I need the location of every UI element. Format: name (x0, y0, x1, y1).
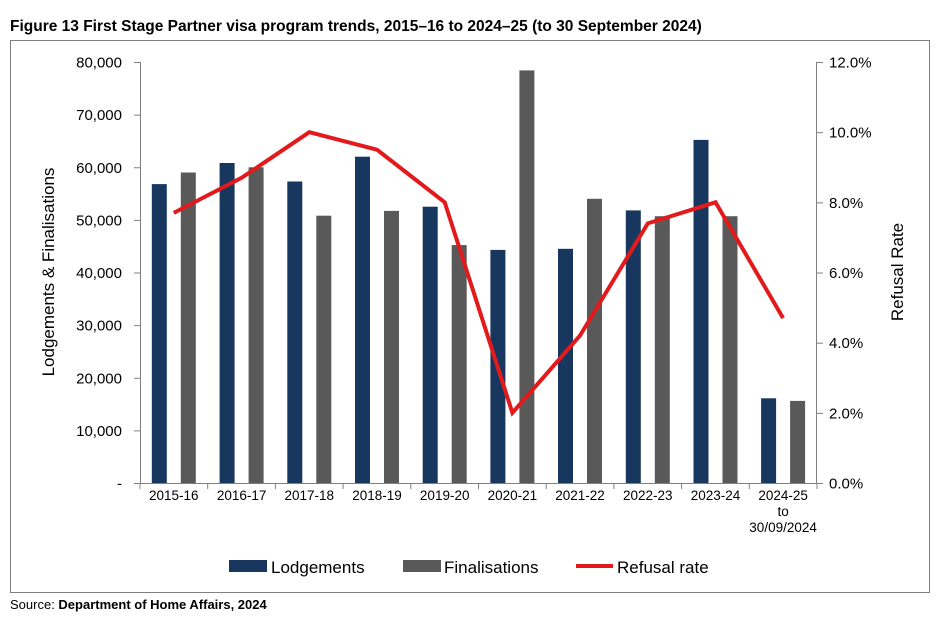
y2-tick-label-0: 0.0% (829, 476, 863, 493)
y2-axis-label: Refusal Rate (888, 223, 907, 321)
bar-finalisations-3 (384, 210, 399, 483)
bar-finalisations-5 (519, 70, 535, 484)
y2-tick-label-4: 8.0% (829, 195, 863, 212)
legend-label-lodgements: Lodgements (271, 558, 365, 577)
bar-finalisations-7 (654, 216, 670, 483)
x-tick-label-line: 2020-21 (488, 488, 538, 503)
x-tick-label-5: 2020-21 (488, 488, 538, 503)
x-tick-label-line: 2024-25 (758, 488, 808, 503)
bar-lodgements-1 (219, 163, 235, 483)
legend: Lodgements Finalisations Refusal rate (229, 558, 709, 577)
x-tick-label-9: 2024-25 to 30/09/2024 (749, 488, 817, 535)
x-tick-label-1: 2016-17 (217, 488, 267, 503)
x-tick-label-line: 2017-18 (285, 488, 335, 503)
bar-lodgements-4 (422, 206, 438, 483)
y-tick-label-0: - (117, 476, 122, 493)
y-tick-label-5: 50,000 (76, 212, 122, 229)
y-tick-label-3: 30,000 (76, 318, 122, 335)
bar-lodgements-9 (761, 398, 777, 483)
y-tick-label-4: 40,000 (76, 265, 122, 282)
y-tick-label-2: 20,000 (76, 370, 122, 387)
y2-tick-label-5: 10.0% (829, 125, 872, 142)
source-note: Source: Department of Home Affairs, 2024 (10, 597, 267, 612)
x-tick-label-line: 2023-24 (691, 488, 741, 503)
source-name: Department of Home Affairs, 2024 (58, 597, 267, 612)
bar-finalisations-6 (587, 198, 602, 484)
bar-finalisations-2 (316, 215, 332, 483)
y-tick-label-1: 10,000 (76, 423, 122, 440)
right-axis-ticks: 0.0% 2.0% 4.0% 6.0% 8.0% 10.0% 12.0% (817, 55, 872, 493)
y-tick-label-8: 80,000 (76, 55, 122, 72)
bars-group (151, 70, 806, 484)
legend-swatch-lodgements (229, 560, 267, 572)
x-tick-label-3: 2018-19 (352, 488, 402, 503)
x-tick-label-8: 2023-24 (691, 488, 741, 503)
x-tick-label-6: 2021-22 (555, 488, 605, 503)
bar-lodgements-0 (151, 184, 167, 483)
refusal-rate-line (172, 130, 785, 417)
bar-finalisations-0 (180, 172, 196, 483)
y-tick-label-7: 70,000 (76, 107, 122, 124)
bar-lodgements-3 (355, 156, 370, 483)
x-tick-label-line: 2016-17 (217, 488, 267, 503)
x-tick-label-2: 2017-18 (285, 488, 335, 503)
legend-label-refusal-rate: Refusal rate (617, 558, 709, 577)
x-tick-label-line: 2021-22 (555, 488, 605, 503)
bar-lodgements-8 (693, 139, 709, 483)
x-tick-label-line: 2015-16 (149, 488, 199, 503)
x-tick-label-line: 2019-20 (420, 488, 470, 503)
x-tick-label-line: 30/09/2024 (749, 520, 817, 535)
x-tick-label-0: 2015-16 (149, 488, 199, 503)
chart-frame (10, 40, 930, 593)
x-tick-label-7: 2022-23 (623, 488, 673, 503)
legend-swatch-finalisations (403, 560, 441, 572)
x-tick-label-line: 2018-19 (352, 488, 402, 503)
bar-finalisations-8 (722, 216, 738, 483)
x-tick-label-line: 2022-23 (623, 488, 673, 503)
bar-finalisations-9 (790, 400, 806, 483)
x-tick-label-line: to (777, 504, 788, 519)
y-tick-label-6: 60,000 (76, 160, 122, 177)
bar-finalisations-4 (451, 245, 467, 483)
y2-tick-label-3: 6.0% (829, 265, 863, 282)
figure-title: Figure 13 First Stage Partner visa progr… (10, 18, 702, 35)
y2-tick-label-2: 4.0% (829, 335, 863, 352)
x-axis-ticks: 2015-16 2016-17 2017-18 2018-19 2019-20 2020-… (139, 483, 818, 535)
bar-lodgements-2 (287, 181, 303, 483)
legend-label-finalisations: Finalisations (444, 558, 539, 577)
bar-finalisations-1 (248, 167, 264, 484)
y-axis-label: Lodgements & Finalisations (39, 168, 58, 377)
refusal-line-group (172, 130, 785, 417)
y2-tick-label-1: 2.0% (829, 405, 863, 422)
source-label: Source: (10, 597, 59, 612)
x-tick-label-4: 2019-20 (420, 488, 470, 503)
bar-lodgements-7 (625, 210, 641, 483)
bar-lodgements-6 (558, 248, 573, 483)
left-axis-ticks: - 10,000 20,000 30,000 40,000 50,000 60,000 70,… (76, 55, 140, 493)
y2-tick-label-6: 12.0% (829, 55, 872, 72)
